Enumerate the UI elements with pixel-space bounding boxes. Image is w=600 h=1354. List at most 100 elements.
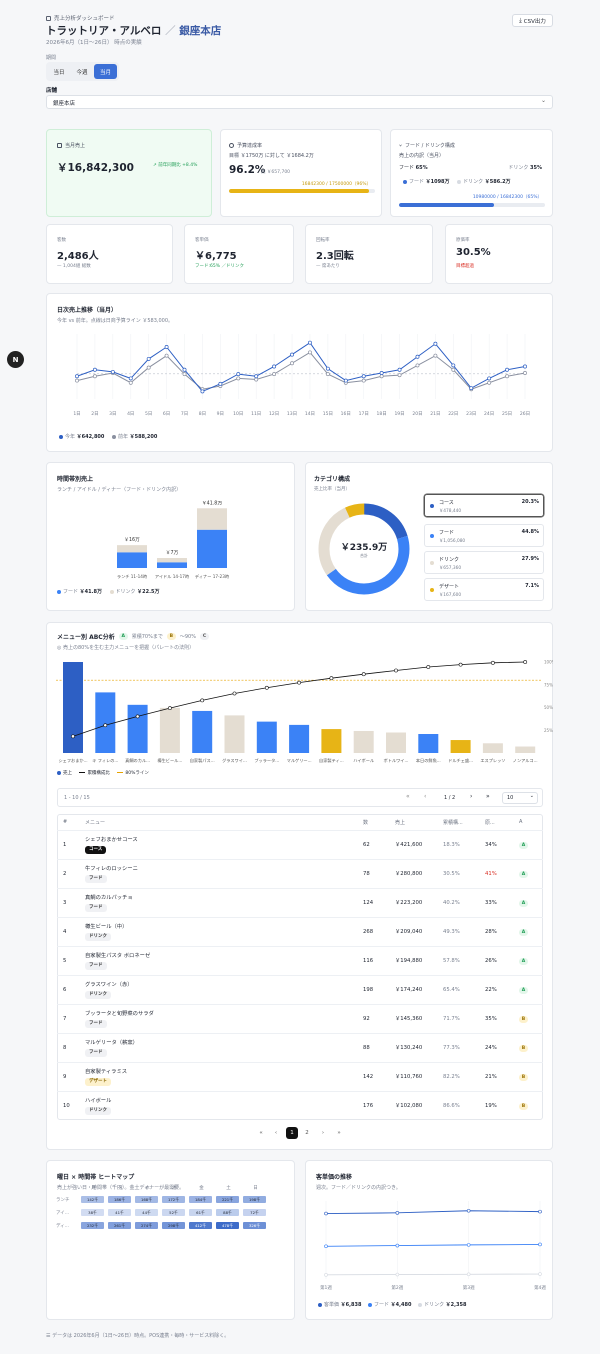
table-row[interactable]: 9 自家製ティラミス デザート 142 ￥110,760 82.2% 21% B: [57, 1062, 543, 1091]
this-year-point: [523, 364, 527, 369]
x-tick-label: 22日: [448, 411, 458, 417]
heatmap-cell[interactable]: 88千: [215, 1208, 240, 1217]
prev-page-icon[interactable]: ‹: [424, 793, 427, 800]
table-header: # メニュー 数 売上 累積構... 原... A: [63, 819, 523, 826]
cumulative-point: [200, 698, 205, 703]
footer-note: ☰ データは 2026年6月（1日〜26日）時点。POS連携・毎時・サービス料除…: [46, 1333, 230, 1339]
table-row[interactable]: 2 牛フィレのロッシーニ フード 78 ￥280,800 30.5% 41% A: [57, 859, 543, 888]
heatmap-cell[interactable]: 172千: [161, 1195, 186, 1204]
heatmap-day-label: 火: [118, 1186, 123, 1191]
heatmap-row-label: ランチ: [56, 1198, 70, 1203]
timeband-subtitle: ランチ / アイドル / ディナー（フード・ドリンク内訳）: [57, 487, 182, 493]
this-year-point: [325, 366, 330, 371]
table-row[interactable]: 4 樽生ビール（中） ドリンク 268 ￥209,040 49.3% 28% A: [57, 917, 543, 946]
heatmap-cell[interactable]: 274千: [134, 1221, 159, 1230]
timeband-food-bar: [117, 552, 147, 568]
timeband-x-label: アイドル 14-17時: [155, 574, 190, 580]
period-option-month[interactable]: 当月: [94, 64, 117, 79]
heatmap-cell[interactable]: 61千: [188, 1208, 213, 1217]
pager-first-icon[interactable]: «: [259, 1130, 263, 1136]
week-label: 第3週: [463, 1284, 475, 1291]
this-year-point: [361, 374, 366, 379]
pager-prev-icon[interactable]: ‹: [274, 1130, 278, 1136]
category-item[interactable]: フード 44.8% ￥1,056,080: [424, 524, 544, 547]
pager-page-1[interactable]: 1: [286, 1127, 298, 1139]
csv-export-button[interactable]: ⤓ CSV出力: [512, 14, 553, 27]
heatmap-cell[interactable]: 412千: [188, 1221, 213, 1230]
heatmap-cell[interactable]: 168千: [134, 1195, 159, 1204]
heatmap-cell[interactable]: 184千: [188, 1195, 213, 1204]
heatmap-cell[interactable]: 41千: [107, 1208, 132, 1217]
x-tick-label: 6日: [163, 411, 170, 417]
period-option-week[interactable]: 今週: [76, 69, 88, 76]
period-option-day[interactable]: 当日: [53, 69, 65, 76]
abc-bar-label: 自家製パス...: [190, 757, 215, 764]
category-item[interactable]: デザート 7.1% ￥167,600: [424, 578, 544, 601]
category-item[interactable]: コース 20.3% ￥478,440: [424, 494, 544, 517]
abc-bar: [321, 729, 342, 753]
last-year-point: [182, 372, 187, 377]
timeband-food-bar: [197, 529, 227, 568]
abc-bar-label: 樽生ビール...: [157, 757, 182, 764]
avg-series-point: [538, 1209, 542, 1214]
heatmap-cell[interactable]: 326千: [242, 1221, 267, 1230]
first-page-icon[interactable]: «: [406, 793, 410, 800]
heatmap-cell[interactable]: 298千: [161, 1221, 186, 1230]
next-page-icon[interactable]: ›: [470, 793, 473, 800]
chevron-down-icon: ⌄: [540, 97, 546, 104]
table-row[interactable]: 10 ハイボール ドリンク 176 ￥102,080 86.6% 19% B: [57, 1091, 543, 1120]
timeband-legend: フード ￥41.8万 ドリンク ￥22.5万: [57, 588, 160, 595]
x-tick-label: 18日: [377, 411, 387, 417]
heatmap-cell[interactable]: 261千: [107, 1221, 132, 1230]
category-card: カテゴリ構成 売上比率（当月） ￥235.9万 合計: [305, 462, 553, 611]
dashboard-icon: [46, 15, 51, 21]
assistant-fab[interactable]: N: [7, 351, 24, 368]
daily-sales-chart: 1日 2日 3日 4日 5日 6日 7日 8日 9日 10日 11日 12日 13日 14日 15日 16日 1…: [73, 334, 530, 417]
cumulative-point: [71, 734, 75, 739]
pager-next-icon[interactable]: ›: [321, 1130, 325, 1136]
x-tick-label: 11日: [251, 411, 261, 417]
week-label: 第2週: [391, 1284, 403, 1291]
table-row[interactable]: 8 マルゲリータ（薪窯） フード 88 ￥130,240 77.3% 24% B: [57, 1033, 543, 1062]
page-subtitle: 2026年6月（1日〜26日） 時点の実績: [46, 40, 142, 46]
heatmap-cell[interactable]: 44千: [134, 1208, 159, 1217]
heatmap-day-label: 金: [199, 1186, 204, 1191]
heatmap-cell[interactable]: 478千: [215, 1221, 240, 1230]
heatmap-cell[interactable]: 52千: [161, 1208, 186, 1217]
avg-series-point: [395, 1243, 400, 1248]
timeband-drink-bar: [117, 545, 147, 553]
heatmap-cell[interactable]: 72千: [242, 1208, 267, 1217]
kpi-sales-value: ￥16,842,300: [57, 162, 134, 174]
daily-sales-card: 日次売上推移（当月） 今年 vs 前年。点線は日商予算ライン ￥583,000。…: [46, 293, 553, 452]
abc-bar: [159, 707, 180, 753]
pager-page-2[interactable]: 2: [305, 1130, 309, 1136]
heatmap-cell[interactable]: 186千: [107, 1195, 132, 1204]
avg-series-point: [324, 1211, 328, 1216]
this-year-point: [92, 367, 97, 372]
heatmap-cell[interactable]: 142千: [80, 1195, 105, 1204]
kpi-budget-bar-label: 16842300 / 17500000（96%）: [301, 182, 371, 187]
heatmap-cell[interactable]: 38千: [80, 1208, 105, 1217]
pct-tick-label: 50%: [544, 705, 553, 710]
last-page-icon[interactable]: »: [486, 793, 490, 800]
category-item[interactable]: ドリンク 27.9% ￥657,360: [424, 551, 544, 574]
pager-last-icon[interactable]: »: [337, 1130, 341, 1136]
heatmap-cell[interactable]: 198千: [242, 1195, 267, 1204]
table-row[interactable]: 5 自家製生パスタ ボロネーゼ フード 116 ￥194,880 57.8% 2…: [57, 946, 543, 975]
heatmap-subtitle: 売上が強い日・時間帯（千円）。金土ディナーが最需要。: [57, 1185, 185, 1191]
heatmap-cell[interactable]: 221千: [215, 1195, 240, 1204]
heatmap-day-label: 土: [226, 1186, 231, 1191]
heatmap-cell[interactable]: 232千: [80, 1221, 105, 1230]
store-select[interactable]: 銀座本店 ⌄: [46, 95, 553, 109]
last-year-point: [505, 374, 510, 379]
table-row[interactable]: 3 真鯛のカルパッチョ フード 124 ￥223,200 40.2% 33% A: [57, 888, 543, 917]
table-row[interactable]: 7 ブッラータと旬野菜のサラダ フード 92 ￥145,360 71.7% 35…: [57, 1004, 543, 1033]
table-row[interactable]: 6 グラスワイン（赤） ドリンク 198 ￥174,240 65.4% 22% …: [57, 975, 543, 1004]
kpi-small-card: 原価率 30.5% 目標超過: [445, 224, 553, 284]
this-year-point: [272, 364, 277, 369]
page-size-select[interactable]: 10 ⌄: [502, 792, 538, 804]
avg-series-line: [325, 1244, 541, 1247]
x-tick-label: 24日: [484, 411, 494, 417]
this-year-point: [415, 354, 420, 359]
table-row[interactable]: 1 シェフおまかせコース コース 62 ￥421,600 18.3% 34% A: [57, 830, 543, 859]
